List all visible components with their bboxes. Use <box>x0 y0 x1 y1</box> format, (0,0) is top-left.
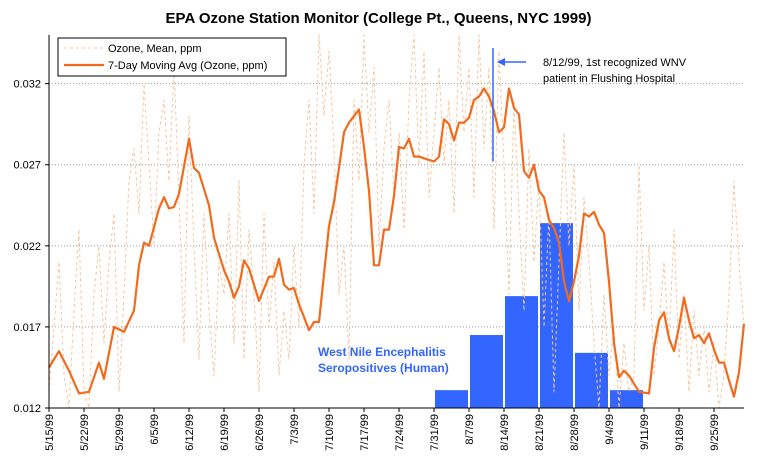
x-tick-label: 5/22/99 <box>79 414 91 451</box>
y-tick-label: 0.012 <box>13 403 41 415</box>
x-tick-label: 6/19/99 <box>219 414 231 451</box>
series-lines <box>48 34 746 409</box>
x-tick-label: 8/14/99 <box>499 414 511 451</box>
annotation-text-line2: patient in Flushing Hospital <box>543 73 675 85</box>
seropositive-bar <box>505 296 538 408</box>
bars-label-line1: West Nile Encephalitis <box>318 345 446 359</box>
legend-label: Ozone, Mean, ppm <box>108 43 202 55</box>
x-tick-label: 5/15/99 <box>44 414 56 451</box>
seropositive-bars <box>435 223 643 408</box>
x-tick-label: 6/12/99 <box>184 414 196 451</box>
legend-label: 7-Day Moving Avg (Ozone, ppm) <box>108 60 267 72</box>
grid-lines <box>49 83 744 328</box>
annotations: 8/12/99, 1st recognized WNV patient in Fl… <box>318 47 687 375</box>
x-tick-label: 7/17/99 <box>359 414 371 451</box>
axes <box>45 35 744 412</box>
x-tick-label: 7/24/99 <box>394 414 406 451</box>
legend-box <box>57 37 287 77</box>
annotation-arrow-head <box>497 57 505 66</box>
x-tick-label: 9/11/99 <box>639 414 651 450</box>
x-tick-label: 5/29/99 <box>114 414 126 451</box>
bars-label-line2: Seropositives (Human) <box>318 361 449 375</box>
x-tick-label: 7/10/99 <box>324 414 336 451</box>
seropositive-bar <box>470 335 503 408</box>
x-tick-label: 6/5/99 <box>149 414 161 445</box>
x-tick-label: 7/31/99 <box>429 414 441 451</box>
y-tick-label: 0.022 <box>13 241 41 253</box>
x-tick-label: 9/18/99 <box>674 414 686 451</box>
seropositive-bar <box>610 390 643 408</box>
y-tick-labels: 0.012 0.017 0.022 0.027 0.032 <box>13 79 41 415</box>
seropositive-bar <box>575 352 608 408</box>
seropositive-bar <box>435 390 468 408</box>
x-tick-label: 6/26/99 <box>254 414 266 451</box>
x-tick-labels: 5/15/99 5/22/99 5/29/99 6/5/99 6/12/99 6/19/9… <box>44 414 721 451</box>
x-tick-label: 9/4/99 <box>604 414 616 445</box>
moving-average-line <box>48 87 746 398</box>
legend: Ozone, Mean, ppm 7-Day Moving Avg (Ozone,… <box>57 37 287 77</box>
annotation-text-line1: 8/12/99, 1st recognized WNV <box>543 57 687 69</box>
y-tick-label: 0.017 <box>13 322 41 334</box>
x-tick-label: 8/28/99 <box>569 414 581 451</box>
x-tick-label: 7/3/99 <box>289 414 301 445</box>
x-tick-label: 8/7/99 <box>464 414 476 445</box>
y-tick-label: 0.027 <box>13 160 41 172</box>
y-tick-label: 0.032 <box>13 79 41 91</box>
x-tick-label: 9/25/99 <box>709 414 721 451</box>
chart-title: EPA Ozone Station Monitor (College Pt., … <box>165 10 592 27</box>
x-tick-label: 8/21/99 <box>534 414 546 451</box>
